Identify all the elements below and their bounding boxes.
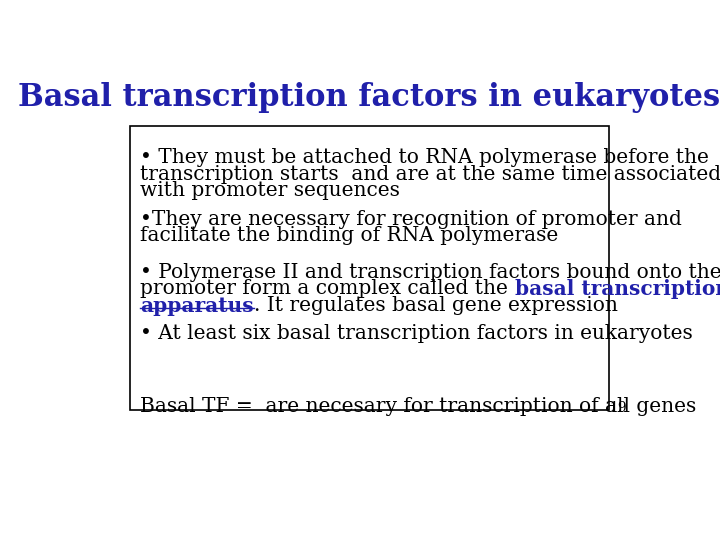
- Text: • Polymerase II and transcription factors bound onto the: • Polymerase II and transcription factor…: [140, 262, 720, 282]
- Text: promoter form a complex called the: promoter form a complex called the: [140, 279, 515, 298]
- Text: with promoter sequences: with promoter sequences: [140, 181, 400, 200]
- FancyBboxPatch shape: [130, 126, 609, 410]
- Text: basal transcription: basal transcription: [515, 279, 720, 299]
- Text: • At least six basal transcription factors in eukaryotes: • At least six basal transcription facto…: [140, 325, 693, 343]
- Text: . It regulates basal gene expression: . It regulates basal gene expression: [254, 296, 618, 315]
- Text: Basal TF =  are necesary for transcription of all genes: Basal TF = are necesary for transcriptio…: [140, 397, 697, 416]
- Text: apparatus: apparatus: [140, 296, 254, 316]
- Text: Basal transcription factors in eukaryotes: Basal transcription factors in eukaryote…: [18, 83, 720, 113]
- Text: facilitate the binding of RNA polymerase: facilitate the binding of RNA polymerase: [140, 226, 559, 245]
- Text: transcription starts  and are at the same time associated: transcription starts and are at the same…: [140, 165, 720, 184]
- Text: •They are necessary for recognition of promoter and: •They are necessary for recognition of p…: [140, 210, 683, 228]
- Text: 19: 19: [609, 401, 627, 415]
- Text: • They must be attached to RNA polymerase before the: • They must be attached to RNA polymeras…: [140, 148, 709, 167]
